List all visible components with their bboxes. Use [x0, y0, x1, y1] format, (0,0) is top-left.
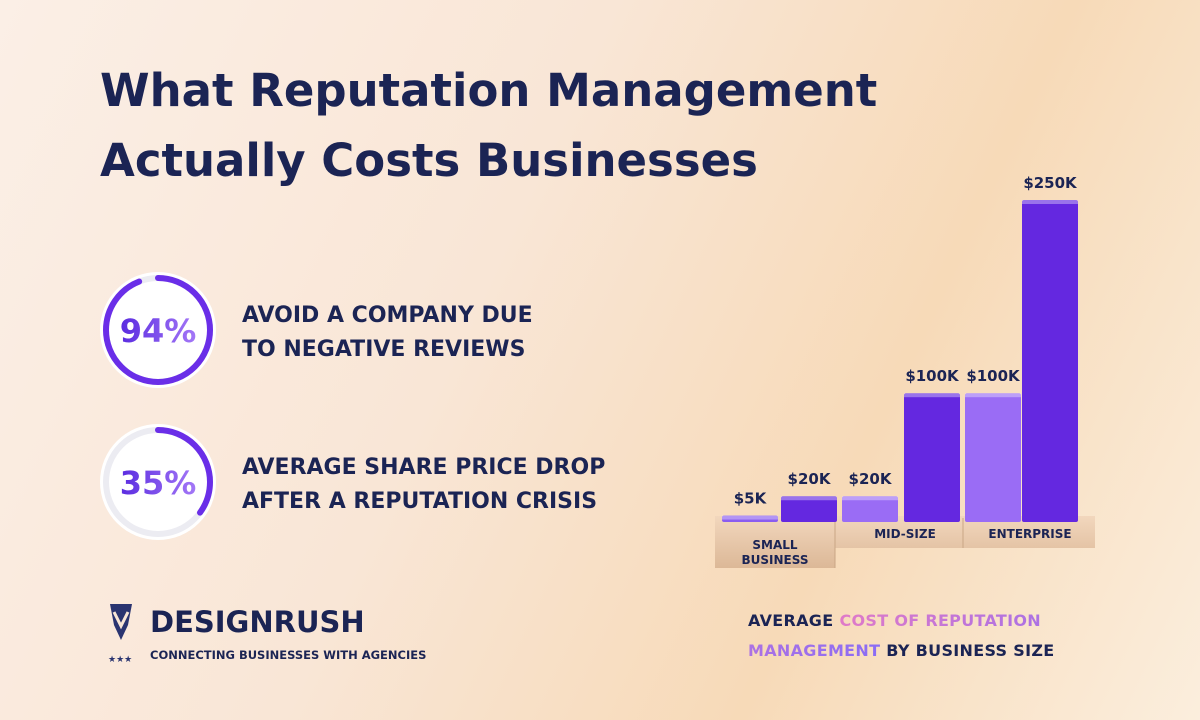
group-label: SMALL BUSINESS — [741, 538, 809, 567]
bar — [1022, 200, 1078, 522]
bar-top — [781, 496, 837, 501]
chart-caption: AVERAGE COST OF REPUTATION MANAGEMENT BY B… — [748, 606, 1068, 666]
logo: ★★★ — [108, 604, 132, 665]
title-line: Actually Costs Businesses — [100, 134, 758, 187]
ring-bg — [100, 272, 216, 388]
bar — [781, 496, 837, 522]
value-label: $20K — [849, 470, 893, 488]
value-label: $100K — [966, 367, 1021, 385]
stat-value: 35% — [120, 464, 197, 502]
ring-arc — [103, 275, 213, 385]
bar — [842, 496, 898, 522]
bar-top — [722, 515, 778, 520]
bar — [965, 393, 1021, 522]
stat-text: TO NEGATIVE REVIEWS — [242, 337, 525, 362]
value-label: $20K — [788, 470, 832, 488]
bar-top — [965, 393, 1021, 398]
group-label: ENTERPRISE — [988, 527, 1072, 541]
value-label: $250K — [1023, 174, 1078, 192]
value-label: $5K — [734, 490, 768, 508]
ring-bg — [100, 424, 216, 540]
bar-top — [842, 496, 898, 501]
brand-name: DESIGNRUSH — [150, 605, 365, 639]
ring-arc — [103, 427, 213, 537]
value-label: $100K — [905, 367, 960, 385]
caption-highlight: COST OF REPUTATION MANAGEMENT — [748, 611, 1041, 660]
platform — [715, 516, 1095, 568]
bar — [904, 393, 960, 522]
stat-text: AVERAGE SHARE PRICE DROP — [242, 455, 605, 480]
stat-value: 94% — [120, 312, 197, 350]
caption-text: AVERAGE — [748, 611, 834, 630]
bar-top — [904, 393, 960, 398]
svg-text:★★★: ★★★ — [108, 655, 132, 665]
stat-text: AVOID A COMPANY DUE — [242, 303, 533, 328]
title-line: What Reputation Management — [100, 64, 877, 117]
brand-tagline: CONNECTING BUSINESSES WITH AGENCIES — [150, 648, 426, 662]
bar-top — [1022, 200, 1078, 204]
bar — [722, 515, 778, 522]
caption-text: BY BUSINESS SIZE — [886, 641, 1055, 660]
stat-text: AFTER A REPUTATION CRISIS — [242, 489, 597, 514]
group-label: MID-SIZE — [874, 527, 936, 541]
